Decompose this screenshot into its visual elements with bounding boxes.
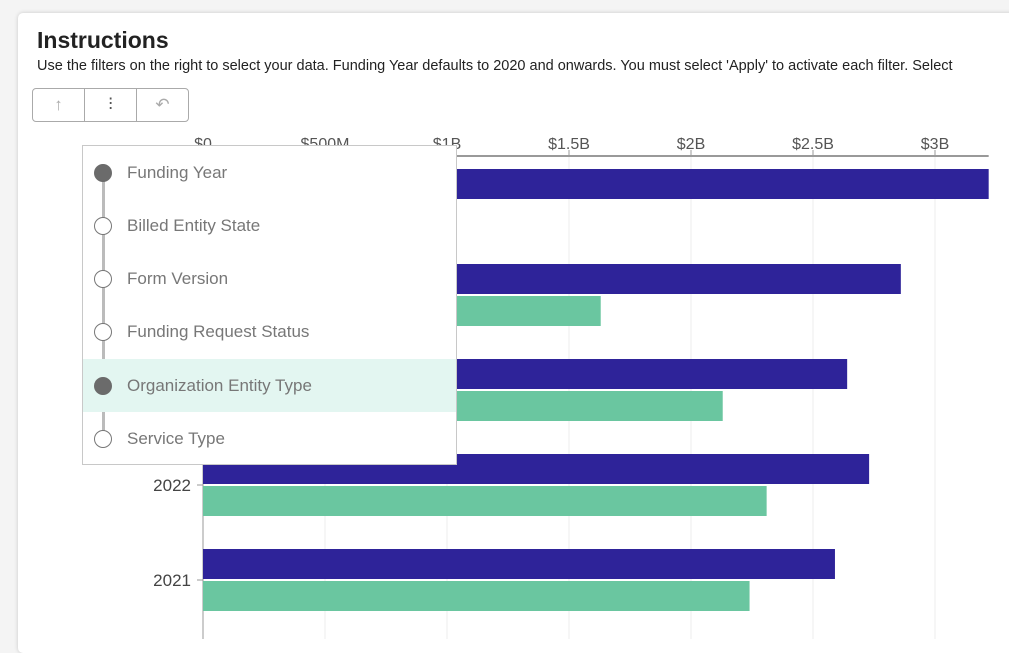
filter-item-label: Funding Request Status <box>127 322 310 342</box>
bar-secondary[interactable] <box>203 581 750 611</box>
arrow-up-icon[interactable]: ↑ <box>33 89 85 121</box>
undo-icon[interactable]: ↶ <box>155 95 170 114</box>
filter-item-service-type[interactable]: Service Type <box>83 413 456 466</box>
filter-item-form-version[interactable]: Form Version <box>83 253 456 306</box>
filter-item-label: Billed Entity State <box>127 215 261 235</box>
filter-item-label: Service Type <box>127 429 225 448</box>
category-label: 2021 <box>153 571 191 590</box>
x-tick-label: $2B <box>677 136 705 153</box>
filter-item-label: Organization Entity Type <box>127 375 312 395</box>
filter-item-organization-entity-type[interactable]: Organization Entity Type <box>83 359 456 413</box>
hierarchy-icon[interactable]: ⫶ <box>85 89 137 121</box>
filter-item-label: Funding Year <box>127 162 228 182</box>
empty-circle-icon <box>94 216 112 235</box>
chart-toolbar: ↑ ⫶ ↶ <box>32 88 189 122</box>
empty-circle-icon <box>94 323 112 342</box>
filter-item-label: Form Version <box>127 269 229 289</box>
filter-item-funding-request-status[interactable]: Funding Request Status <box>83 306 456 359</box>
x-tick-label: $1.5B <box>548 136 590 153</box>
filled-circle-icon <box>94 163 112 182</box>
x-tick-label: $2.5B <box>792 136 834 153</box>
empty-circle-icon <box>94 430 112 448</box>
filter-menu: Funding Year Billed Entity State Form Vers… <box>82 145 457 465</box>
empty-circle-icon <box>94 270 112 289</box>
page-title: Instructions <box>37 27 169 53</box>
category-label: 2022 <box>153 476 191 495</box>
filled-circle-icon <box>94 376 112 395</box>
filter-item-billed-entity-state[interactable]: Billed Entity State <box>83 199 456 252</box>
bar-secondary[interactable] <box>203 486 767 516</box>
instructions-text: Use the filters on the right to select y… <box>37 58 953 74</box>
filter-rail <box>102 172 105 440</box>
x-tick-label: $3B <box>921 136 949 153</box>
filter-item-funding-year[interactable]: Funding Year <box>83 146 456 199</box>
bar-primary[interactable] <box>203 549 835 579</box>
